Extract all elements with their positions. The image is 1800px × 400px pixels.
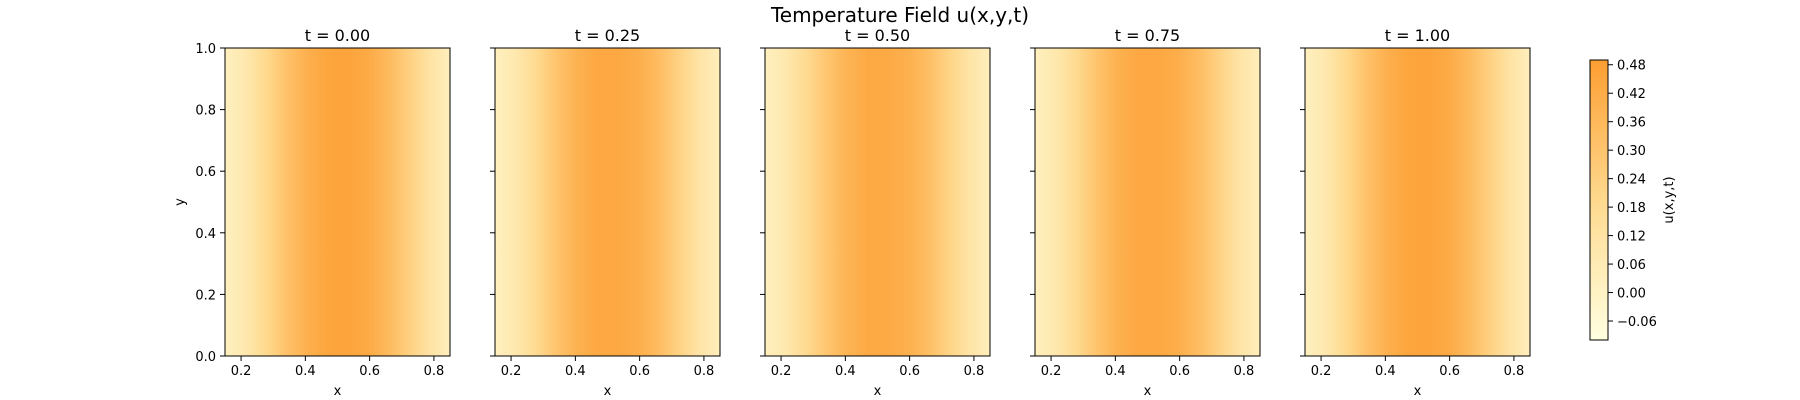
x-tick-label: 0.8 <box>424 364 445 379</box>
x-tick-label: 0.6 <box>899 364 920 379</box>
x-tick-label: 0.6 <box>359 364 380 379</box>
heatmap-field <box>1305 48 1530 356</box>
x-tick-label: 0.4 <box>565 364 586 379</box>
colorbar-tick-label: 0.18 <box>1617 201 1646 216</box>
colorbar-tick-label: −0.06 <box>1617 315 1657 330</box>
colorbar-tick-label: 0.00 <box>1617 287 1646 302</box>
x-tick-label: 0.6 <box>1169 364 1190 379</box>
x-tick-label: 0.2 <box>231 364 252 379</box>
heatmap-field <box>495 48 720 356</box>
x-tick-label: 0.2 <box>1311 364 1332 379</box>
y-tick-label: 1.0 <box>195 42 216 57</box>
x-tick-label: 0.6 <box>1439 364 1460 379</box>
colorbar-tick-label: 0.12 <box>1617 230 1646 245</box>
panel-2: t = 0.25 0.2 0.4 0.6 0.8 x <box>490 26 721 399</box>
y-tick-label: 0.2 <box>195 288 216 303</box>
y-tick-label: 0.8 <box>195 104 216 119</box>
figure-title: Temperature Field u(x,y,t) <box>770 3 1029 27</box>
colorbar-gradient <box>1590 60 1608 340</box>
colorbar-tick-label: 0.36 <box>1617 116 1646 131</box>
axes-frame <box>494 47 721 357</box>
colorbar: −0.06 0.00 0.06 0.12 0.18 0.24 0.30 0.36 0.42 0.4… <box>1589 59 1677 341</box>
x-axis-label: x <box>334 384 342 399</box>
y-tick-label: 0.6 <box>195 165 216 180</box>
panel-3: t = 0.50 0.2 0.4 0.6 0.8 x <box>760 26 991 399</box>
panel-4: t = 0.75 0.2 0.4 0.6 0.8 x <box>1030 26 1261 399</box>
panel-title: t = 0.75 <box>1115 26 1180 45</box>
heatmap-field <box>1035 48 1260 356</box>
x-tick-label: 0.2 <box>501 364 522 379</box>
panel-title: t = 0.00 <box>305 26 370 45</box>
axes-frame <box>764 47 991 357</box>
colorbar-tick-label: 0.30 <box>1617 144 1646 159</box>
colorbar-tick-label: 0.24 <box>1617 173 1646 188</box>
x-tick-label: 0.8 <box>1504 364 1525 379</box>
x-axis-label: x <box>874 384 882 399</box>
x-tick-label: 0.2 <box>1041 364 1062 379</box>
x-tick-label: 0.8 <box>1234 364 1255 379</box>
x-axis-label: x <box>604 384 612 399</box>
panel-title: t = 0.25 <box>575 26 640 45</box>
colorbar-frame <box>1589 59 1609 341</box>
x-tick-label: 0.8 <box>694 364 715 379</box>
x-tick-label: 0.4 <box>1375 364 1396 379</box>
colorbar-tick-label: 0.06 <box>1617 258 1646 273</box>
heatmap-field <box>225 48 450 356</box>
y-tick-label: 0.4 <box>195 227 216 242</box>
colorbar-tick-label: 0.48 <box>1617 59 1646 74</box>
x-axis-label: x <box>1414 384 1422 399</box>
y-axis-label: y <box>173 198 188 206</box>
x-tick-label: 0.4 <box>835 364 856 379</box>
panel-1: t = 0.00 0.2 0.4 0.6 0.8 x 0.0 0.2 0.4 0.6 0.8 1.0 y <box>173 26 451 399</box>
x-axis-label: x <box>1144 384 1152 399</box>
x-tick-label: 0.8 <box>964 364 985 379</box>
panel-5: t = 1.00 0.2 0.4 0.6 0.8 x <box>1300 26 1531 399</box>
panel-title: t = 0.50 <box>845 26 910 45</box>
x-tick-label: 0.2 <box>771 364 792 379</box>
x-tick-label: 0.6 <box>629 364 650 379</box>
x-tick-label: 0.4 <box>1105 364 1126 379</box>
x-tick-label: 0.4 <box>295 364 316 379</box>
colorbar-tick-label: 0.42 <box>1617 87 1646 102</box>
axes-frame <box>1304 47 1531 357</box>
axes-frame <box>224 47 451 357</box>
axes-frame <box>1034 47 1261 357</box>
y-tick-label: 0.0 <box>195 350 216 365</box>
colorbar-label: u(x,y,t) <box>1662 176 1677 223</box>
heatmap-field <box>765 48 990 356</box>
panel-title: t = 1.00 <box>1385 26 1450 45</box>
panels: t = 0.00 0.2 0.4 0.6 0.8 x 0.0 0.2 0.4 0.6 0.8 1.0 y… <box>173 26 1531 399</box>
